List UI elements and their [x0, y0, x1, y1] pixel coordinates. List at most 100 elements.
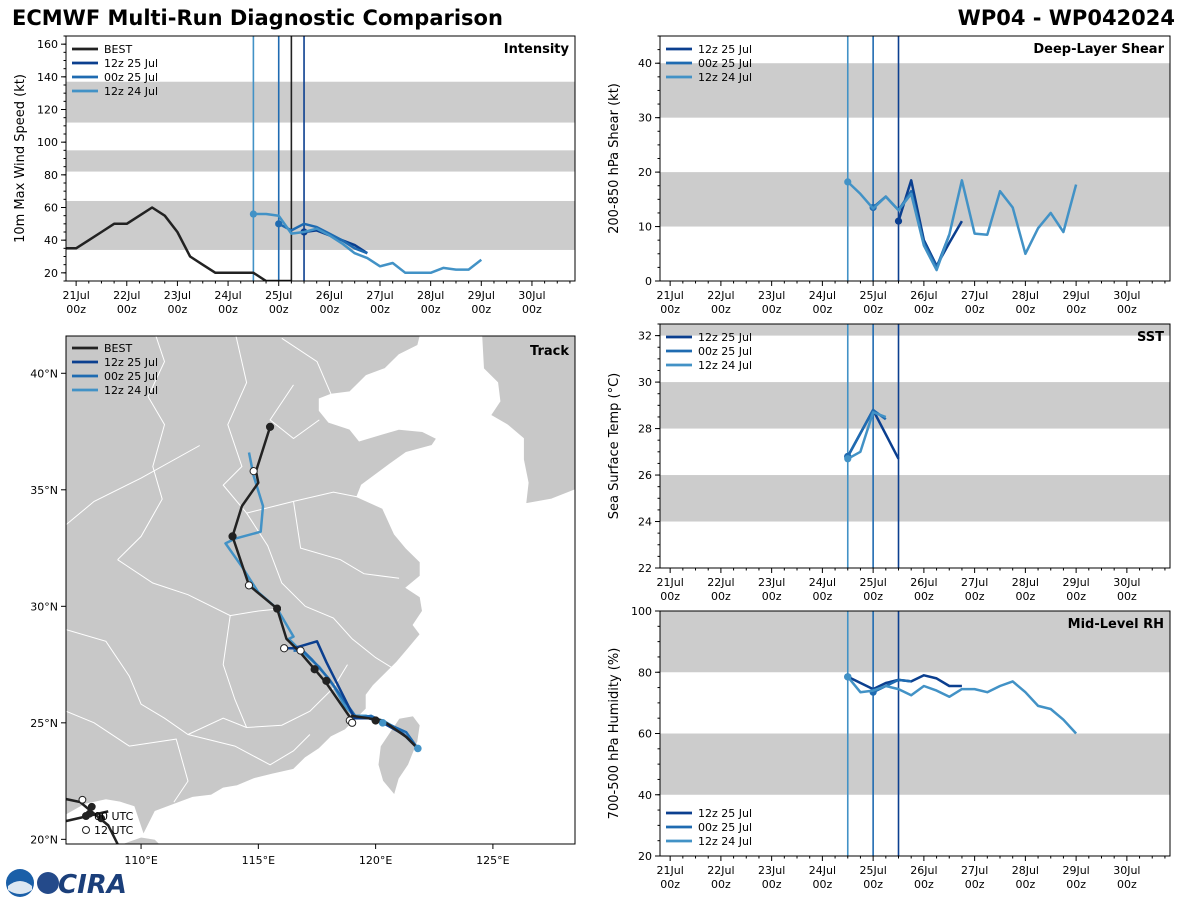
- x-tick-label-day-sst: 23Jul: [758, 576, 785, 589]
- y-tick-label-intensity: 120: [37, 104, 58, 117]
- y-tick-label-rh: 100: [631, 605, 652, 618]
- y-tick-label-shear: 30: [638, 112, 652, 125]
- y-tick-label-sst: 24: [638, 516, 652, 529]
- province-boundary-5: [305, 605, 395, 670]
- x-tick-label-day-rh: 29Jul: [1062, 864, 1089, 877]
- best-track-marker-11: [371, 716, 380, 725]
- marker-legend-symbol: [82, 826, 90, 834]
- best-track-marker-7: [310, 665, 319, 674]
- series-start-point-00z-25-Jul: [275, 220, 283, 228]
- best-track-marker-6: [296, 646, 305, 655]
- x-tick-label-day-shear: 26Jul: [910, 289, 937, 302]
- province-boundary-2: [66, 445, 200, 526]
- y-tick-label-intensity: 40: [44, 234, 58, 247]
- province-boundary-3: [246, 491, 357, 514]
- panel-title-sst: SST: [1137, 330, 1164, 345]
- best-track-marker-10: [348, 718, 357, 727]
- lat-tick-label: 35°N: [30, 484, 58, 497]
- panel-shear: 01020304021Jul00z22Jul00z23Jul00z24Jul00…: [607, 35, 1171, 316]
- x-tick-label-hour-rh: 00z: [711, 878, 731, 891]
- best-track-marker-4: [273, 604, 282, 613]
- figure-title: ECMWF Multi-Run Diagnostic Comparison: [12, 6, 503, 30]
- legend-label: 12z 25 Jul: [698, 807, 752, 820]
- y-axis-label-sst: Sea Surface Temp (°C): [607, 373, 622, 520]
- noaa-logo-wave: [8, 881, 32, 894]
- x-tick-label-hour-intensity: 00z: [269, 303, 289, 316]
- other-storm-track-1: [66, 810, 109, 823]
- x-tick-label-hour-sst: 00z: [1015, 590, 1035, 603]
- band-sst-1: [660, 382, 1170, 429]
- x-tick-label-day-intensity: 23Jul: [164, 289, 191, 302]
- series-line-12z-24-Jul: [847, 411, 887, 460]
- x-tick-label-day-intensity: 27Jul: [366, 289, 393, 302]
- series-line-12z-24-Jul: [846, 179, 1078, 272]
- x-tick-label-day-sst: 29Jul: [1062, 576, 1089, 589]
- legend-label: 00z 25 Jul: [698, 821, 752, 834]
- y-axis-label-intensity: 10m Max Wind Speed (kt): [13, 74, 28, 243]
- x-tick-label-hour-intensity: 00z: [421, 303, 441, 316]
- y-tick-label-shear: 40: [638, 57, 652, 70]
- band-intensity-1: [66, 150, 575, 172]
- legend-label: 12z 24 Jul: [698, 71, 752, 84]
- band-intensity-2: [66, 81, 575, 123]
- x-tick-label-day-intensity: 21Jul: [62, 289, 89, 302]
- panel-sst: 22242628303221Jul00z22Jul00z23Jul00z24Ju…: [607, 323, 1171, 603]
- x-tick-label-hour-sst: 00z: [914, 590, 934, 603]
- y-axis-label-rh: 700-500 hPa Humidity (%): [607, 648, 622, 820]
- legend-label: BEST: [104, 43, 132, 56]
- x-tick-label-hour-shear: 00z: [914, 303, 934, 316]
- x-tick-label-day-rh: 25Jul: [859, 864, 886, 877]
- y-tick-label-rh: 20: [638, 850, 652, 863]
- land-hainan: [119, 836, 161, 844]
- series-line-12z-24-Jul: [846, 676, 1078, 735]
- province-boundary-12: [269, 384, 320, 440]
- x-tick-label-day-rh: 23Jul: [758, 864, 785, 877]
- legend-label: 00z 25 Jul: [104, 71, 158, 84]
- x-tick-label-hour-sst: 00z: [863, 590, 883, 603]
- x-tick-label-hour-rh: 00z: [914, 878, 934, 891]
- other-storm-marker-1: [87, 802, 96, 811]
- panels-layer: 2040608010012014016021Jul00z22Jul00z23Ju…: [13, 35, 1171, 891]
- lat-tick-label: 20°N: [30, 833, 58, 846]
- y-tick-label-shear: 0: [645, 275, 652, 288]
- cira-logo-text: CIRA: [58, 870, 127, 900]
- band-sst-0: [660, 475, 1170, 522]
- x-tick-label-hour-intensity: 00z: [471, 303, 491, 316]
- x-tick-label-hour-sst: 00z: [711, 590, 731, 603]
- panel-intensity: 2040608010012014016021Jul00z22Jul00z23Ju…: [13, 35, 576, 316]
- legend-label: 12z 25 Jul: [698, 331, 752, 344]
- province-boundary-9: [66, 710, 189, 803]
- series-line-00z-25-Jul: [278, 222, 368, 255]
- x-tick-label-day-sst: 28Jul: [1012, 576, 1039, 589]
- forecast-marker-0: [414, 744, 422, 753]
- panel-title-intensity: Intensity: [504, 42, 570, 57]
- best-track-marker-2: [228, 532, 237, 541]
- province-boundary-6: [117, 559, 282, 617]
- band-sst-2: [660, 324, 1170, 336]
- y-tick-label-shear: 10: [638, 221, 652, 234]
- y-tick-label-intensity: 140: [37, 71, 58, 84]
- x-tick-label-day-shear: 29Jul: [1062, 289, 1089, 302]
- x-tick-label-hour-rh: 00z: [812, 878, 832, 891]
- x-tick-label-hour-intensity: 00z: [522, 303, 542, 316]
- y-tick-label-sst: 28: [638, 423, 652, 436]
- legend-label: 12z 24 Jul: [104, 85, 158, 98]
- x-tick-label-day-sst: 26Jul: [910, 576, 937, 589]
- marker-legend-label: 12 UTC: [94, 824, 134, 837]
- x-tick-label-hour-rh: 00z: [660, 878, 680, 891]
- lon-tick-label: 115°E: [242, 854, 275, 867]
- x-tick-label-hour-shear: 00z: [1015, 303, 1035, 316]
- x-tick-label-hour-rh: 00z: [1117, 878, 1137, 891]
- province-boundary-0: [117, 336, 166, 561]
- x-tick-label-day-shear: 28Jul: [1012, 289, 1039, 302]
- panel-track: 110°E 115°E 120°E 125°E 20°N 25°N 30°N 35°N 40°N…: [30, 335, 576, 867]
- legend-label: 12z 25 Jul: [104, 57, 158, 70]
- y-tick-label-intensity: 80: [44, 169, 58, 182]
- x-tick-label-day-sst: 27Jul: [961, 576, 988, 589]
- lon-tick-label: 120°E: [359, 854, 392, 867]
- series-start-point-12z-24-Jul: [844, 178, 852, 186]
- province-boundary-1: [222, 336, 306, 607]
